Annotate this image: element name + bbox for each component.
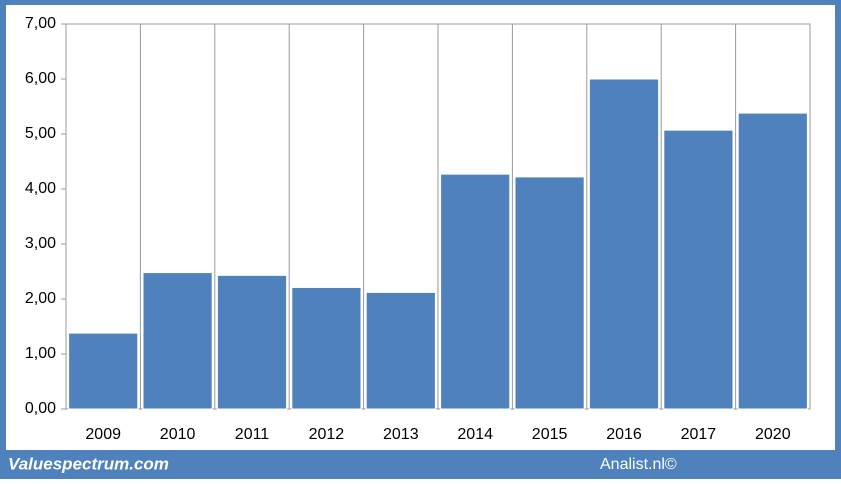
x-tick-label: 2011	[235, 426, 270, 443]
x-tick-label: 2009	[85, 426, 121, 443]
bar	[142, 272, 213, 410]
brand: Valuespectrum.com	[8, 454, 169, 473]
x-tick-label: 2015	[532, 426, 568, 443]
x-tick-label: 2010	[160, 426, 196, 443]
credit: Analist.nl©	[600, 456, 677, 473]
y-tick-label: 0,00	[25, 400, 56, 417]
bar	[216, 274, 288, 410]
y-tick-label: 4,00	[25, 180, 56, 197]
y-tick-label: 2,00	[25, 290, 56, 307]
y-tick-label: 3,00	[25, 235, 56, 252]
y-tick-label: 7,00	[25, 15, 56, 32]
x-tick-label: 2016	[606, 426, 642, 443]
x-tick-label: 2012	[309, 426, 345, 443]
bar	[365, 291, 436, 410]
x-tick-label: 2014	[457, 426, 493, 443]
bar	[663, 129, 734, 410]
bar	[737, 112, 808, 410]
bar	[588, 78, 660, 410]
x-tick-label: 2017	[681, 426, 717, 443]
x-tick-label: 2013	[383, 426, 419, 443]
bar	[440, 173, 511, 410]
bar	[68, 332, 139, 410]
x-tick-label: 2020	[755, 426, 791, 443]
y-tick-label: 1,00	[25, 345, 56, 362]
y-tick-label: 6,00	[25, 70, 56, 87]
y-tick-label: 5,00	[25, 125, 56, 142]
bar	[514, 176, 585, 410]
bar	[291, 286, 362, 410]
